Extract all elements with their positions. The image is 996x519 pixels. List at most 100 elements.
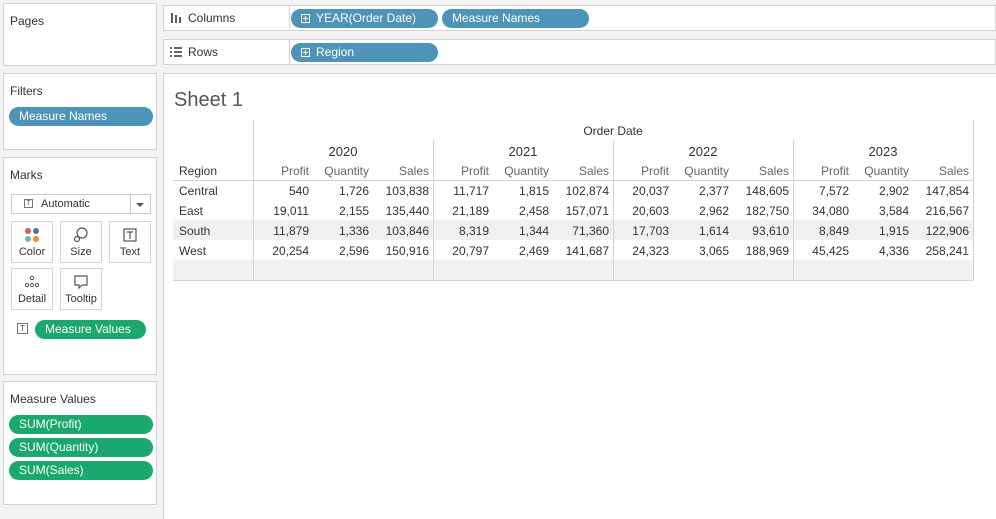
pages-card: Pages: [3, 3, 157, 66]
columns-label-text: Columns: [188, 11, 236, 25]
table-cell: 102,874: [565, 184, 609, 198]
table-cell: 147,854: [925, 184, 969, 198]
table-cell: 122,906: [925, 224, 969, 238]
region-label: South: [179, 224, 211, 238]
table-cell: 2,469: [518, 244, 549, 258]
table-cell: 2,377: [698, 184, 729, 198]
filter-pill-measure-names[interactable]: Measure Names: [9, 107, 153, 126]
measure-header: Sales: [938, 164, 969, 178]
table-cell: 34,080: [812, 204, 849, 218]
measure-header: Quantity: [504, 164, 549, 178]
right-border: [973, 120, 974, 280]
tooltip-button[interactable]: Tooltip: [60, 268, 102, 310]
size-button[interactable]: Size: [60, 221, 102, 263]
table-cell: 150,916: [385, 244, 429, 258]
filters-title: Filters: [10, 84, 43, 98]
table-cell: 8,849: [818, 224, 849, 238]
header-divider: [173, 180, 973, 181]
sheet-title: Sheet 1: [174, 89, 243, 111]
table-cell: 1,915: [878, 224, 909, 238]
year-divider: [613, 140, 614, 280]
table-cell: 8,319: [458, 224, 489, 238]
measure-pill-quantity[interactable]: SUM(Quantity): [9, 438, 153, 457]
columns-divider: [289, 6, 290, 30]
table-cell: 103,838: [385, 184, 429, 198]
measure-header: Quantity: [684, 164, 729, 178]
year-header: 2021: [508, 144, 538, 159]
text-mark-icon: T: [24, 199, 33, 208]
measure-header: Profit: [460, 164, 489, 178]
table-cell: 19,011: [273, 204, 309, 218]
year-header: 2022: [688, 144, 718, 159]
tooltip-label: Tooltip: [65, 293, 97, 305]
dropdown-divider: [130, 195, 131, 213]
measure-header: Sales: [758, 164, 789, 178]
measure-values-card: Measure Values SUM(Profit) SUM(Quantity)…: [3, 381, 157, 505]
measure-header: Profit: [640, 164, 669, 178]
text-button[interactable]: Text: [109, 221, 151, 263]
column-group-title: Order Date: [583, 124, 643, 138]
table-cell: 216,567: [925, 204, 969, 218]
text-label: Text: [119, 246, 141, 258]
columns-icon: [170, 12, 182, 23]
rows-label-text: Rows: [188, 45, 219, 59]
rows-icon: [170, 46, 182, 57]
region-label: East: [179, 204, 204, 218]
table-cell: 2,596: [338, 244, 369, 258]
text-icon: [110, 226, 150, 244]
table-cell: 4,336: [878, 244, 909, 258]
table-cell: 20,797: [452, 244, 489, 258]
measure-values-title: Measure Values: [10, 392, 96, 406]
year-header: 2023: [868, 144, 898, 159]
columns-pill-year-order-date[interactable]: YEAR(Order Date): [291, 9, 438, 28]
table-cell: 540: [288, 184, 309, 198]
measure-pill-profit[interactable]: SUM(Profit): [9, 415, 153, 434]
color-label: Color: [18, 246, 46, 258]
tooltip-icon: [61, 273, 101, 291]
columns-shelf-label: Columns: [170, 11, 235, 25]
table-cell: 21,189: [452, 204, 489, 218]
table-cell: 20,037: [632, 184, 669, 198]
rows-pill-region[interactable]: Region: [291, 43, 438, 62]
table-cell: 1,614: [698, 224, 729, 238]
sheet-view: Sheet 1: [163, 73, 996, 519]
measure-header: Sales: [398, 164, 429, 178]
table-cell: 1,344: [518, 224, 549, 238]
table-cell: 24,323: [632, 244, 669, 258]
columns-pill-year-label: YEAR(Order Date): [316, 11, 417, 25]
size-label: Size: [70, 246, 92, 258]
marks-card: Marks T Automatic Color Size Te: [3, 157, 157, 375]
detail-button[interactable]: Detail: [11, 268, 53, 310]
measure-pill-sales[interactable]: SUM(Sales): [9, 461, 153, 480]
marks-title: Marks: [10, 168, 43, 182]
rows-pill-region-label: Region: [316, 45, 355, 59]
table-cell: 1,815: [518, 184, 549, 198]
row-band: [173, 220, 973, 240]
row-band: [173, 260, 973, 280]
rows-divider: [289, 40, 290, 64]
mark-type-dropdown[interactable]: T Automatic: [11, 194, 151, 214]
table-cell: 20,603: [632, 204, 669, 218]
table-cell: 103,846: [385, 224, 429, 238]
filters-card: Filters Measure Names: [3, 73, 157, 150]
columns-shelf: Columns YEAR(Order Date) Measure Names: [163, 5, 996, 31]
year-header: 2020: [328, 144, 358, 159]
rows-shelf-label: Rows: [170, 45, 218, 59]
table-cell: 3,584: [878, 204, 909, 218]
color-button[interactable]: Color: [11, 221, 53, 263]
table-cell: 20,254: [272, 244, 309, 258]
measure-header: Quantity: [324, 164, 369, 178]
table-cell: 135,440: [385, 204, 429, 218]
table-cell: 17,703: [632, 224, 669, 238]
table-cell: 141,687: [565, 244, 609, 258]
text-encoding-icon: T: [17, 323, 28, 334]
columns-pill-measure-names[interactable]: Measure Names: [442, 9, 589, 28]
marks-measure-values-pill[interactable]: Measure Values: [35, 320, 146, 339]
pages-title: Pages: [10, 14, 45, 28]
table-cell: 7,572: [818, 184, 849, 198]
rows-shelf: Rows Region: [163, 39, 996, 65]
table-cell: 2,458: [518, 204, 549, 218]
table-cell: 1,336: [338, 224, 369, 238]
mark-type-label: Automatic: [41, 198, 90, 210]
expand-icon: [301, 14, 310, 23]
